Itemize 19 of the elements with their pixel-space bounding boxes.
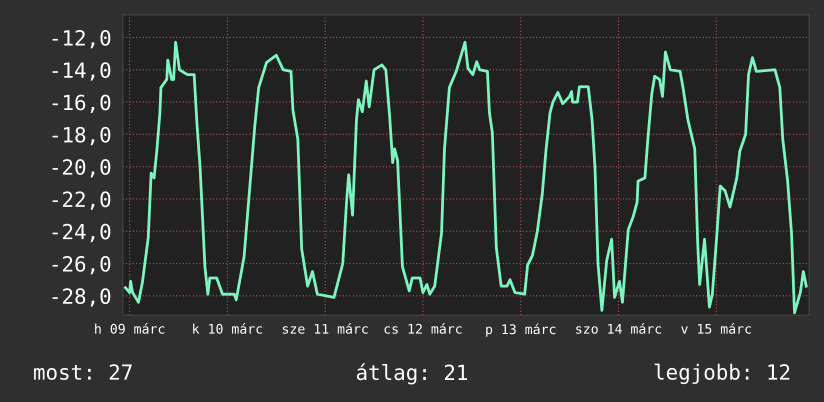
y-tick-label: -22,0 — [52, 191, 110, 210]
y-tick-label: -14,0 — [52, 62, 110, 81]
y-tick-label: -24,0 — [52, 224, 110, 242]
x-tick-label: cs 12 márc — [384, 323, 462, 334]
text: legjobb: 12 — [654, 364, 790, 384]
text: átlag: 21 — [356, 363, 468, 384]
y-tick-label: -26,0 — [52, 256, 110, 274]
y-tick-label: -18,0 — [52, 126, 110, 146]
x-tick-label: szo 14 márc — [576, 323, 662, 334]
x-tick-label: sze 11 márc — [282, 323, 368, 334]
text: most: 27 — [34, 364, 132, 380]
y-tick-label: -20,0 — [52, 159, 110, 178]
y-tick-label: -16,0 — [52, 94, 110, 113]
x-tick-label: k 10 márc — [193, 323, 262, 334]
y-tick-label: -28,0 — [52, 288, 110, 307]
x-tick-label: v 15 márc — [681, 323, 751, 334]
y-tick-label: -12,0 — [52, 30, 110, 48]
x-tick-label: p 13 márc — [486, 324, 556, 337]
x-tick-label: h 09 márc — [95, 323, 164, 334]
